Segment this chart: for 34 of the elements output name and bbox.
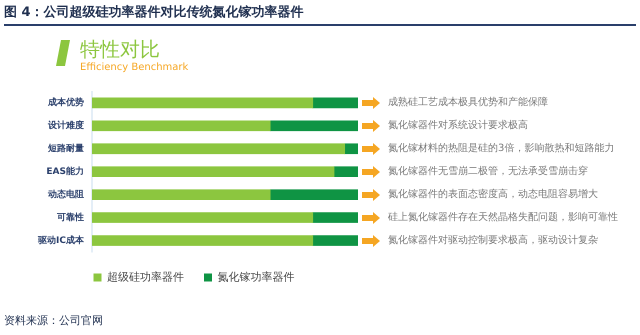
bar bbox=[312, 98, 358, 108]
y-tick-label: 可靠性 bbox=[56, 212, 84, 223]
bar bbox=[312, 235, 358, 246]
y-tick-label: 设计难度 bbox=[46, 120, 84, 132]
bar bbox=[92, 120, 271, 132]
text: 氮化镓器件对驱动控制要求极高，驱动设计复杂 bbox=[388, 234, 598, 247]
y-tick-label: 成本优势 bbox=[46, 97, 84, 108]
bar bbox=[312, 212, 358, 223]
legend-label: 氮化镓功率器件 bbox=[218, 270, 294, 284]
y-tick-label: 驱动IC成本 bbox=[36, 234, 85, 246]
text: 氮化镓器件对系统设计要求极高 bbox=[388, 120, 528, 132]
text: Efficiency Benchmark bbox=[80, 62, 188, 73]
bar bbox=[334, 166, 358, 178]
text: 硅上氮化镓器件存在天然晶格失配问题，影响可靠性 bbox=[388, 212, 618, 224]
y-tick-label: EAS能力 bbox=[46, 166, 84, 178]
y-tick-label: 短路耐量 bbox=[46, 143, 84, 154]
bar bbox=[92, 235, 314, 246]
y-tick-label: 动态电阻 bbox=[46, 188, 84, 200]
text: 氮化镓材料的热阻是硅的3倍，影响散热和短路能力 bbox=[388, 142, 614, 155]
legend-label: 超级硅功率器件 bbox=[107, 270, 184, 284]
bar bbox=[92, 143, 346, 154]
bar bbox=[270, 189, 358, 200]
text: 成熟硅工艺成本极具优势和产能保障 bbox=[388, 96, 548, 109]
chart-title: 图 4：公司超级硅功率器件对比传统氮化镓功率器件 bbox=[4, 3, 636, 26]
bar bbox=[92, 212, 314, 223]
bar bbox=[344, 143, 358, 154]
text: 资料来源：公司官网 bbox=[4, 313, 103, 328]
bar bbox=[270, 120, 358, 132]
bar bbox=[92, 98, 314, 108]
text: 氮化镓器件无雪崩二极管，无法承受雪崩击穿 bbox=[388, 166, 588, 178]
chart-subtitle: 特性对比 bbox=[80, 36, 160, 62]
bar bbox=[92, 166, 334, 178]
bar bbox=[92, 189, 271, 200]
text: 氮化镓器件的表面态密度高，动态电阻容易增大 bbox=[388, 188, 598, 201]
